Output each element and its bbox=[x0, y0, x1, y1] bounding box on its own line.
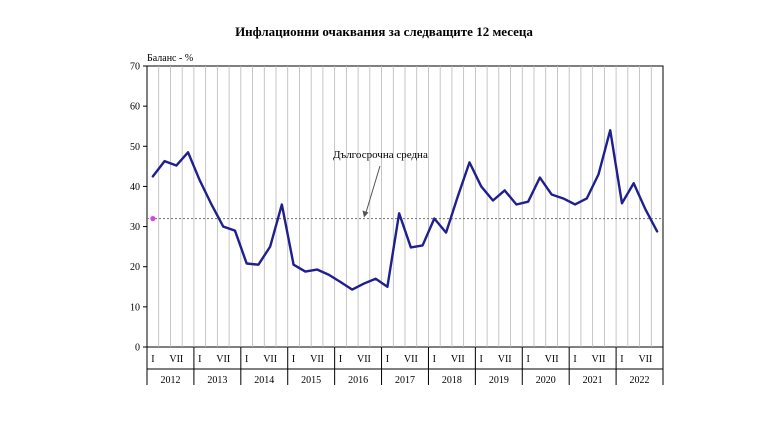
x-tick-label: I bbox=[620, 354, 623, 365]
x-tick-label: VII bbox=[357, 354, 371, 365]
y-tick-label: 0 bbox=[135, 343, 140, 354]
x-tick-label: I bbox=[339, 354, 342, 365]
chart-title: Инфлационни очаквания за следващите 12 м… bbox=[235, 24, 533, 39]
x-tick-label: VII bbox=[169, 354, 183, 365]
y-tick-label: 30 bbox=[130, 222, 140, 233]
x-tick-label: I bbox=[151, 354, 154, 365]
x-year-label: 2022 bbox=[630, 375, 650, 386]
average-marker bbox=[150, 215, 156, 222]
x-tick-label: I bbox=[433, 354, 436, 365]
x-year-label: 2014 bbox=[254, 375, 274, 386]
x-year-label: 2018 bbox=[442, 375, 462, 386]
x-tick-label: I bbox=[480, 354, 483, 365]
y-tick-label: 60 bbox=[130, 102, 140, 113]
x-year-label: 2019 bbox=[489, 375, 509, 386]
series-line bbox=[151, 129, 659, 291]
x-year-label: 2021 bbox=[583, 375, 603, 386]
grid-lines bbox=[158, 66, 652, 347]
y-axis-label: Баланс - % bbox=[147, 53, 193, 64]
y-tick-label: 10 bbox=[130, 302, 140, 313]
x-year-label: 2012 bbox=[160, 375, 180, 386]
y-tick-label: 50 bbox=[130, 142, 140, 153]
x-tick-label: VII bbox=[451, 354, 465, 365]
x-tick-label: I bbox=[245, 354, 248, 365]
x-tick-label: VII bbox=[498, 354, 512, 365]
x-year-label: 2020 bbox=[536, 375, 556, 386]
x-tick-label: VII bbox=[592, 354, 606, 365]
y-axis: 0 10 20 30 40 50 60 70 bbox=[130, 62, 147, 354]
x-tick-label: I bbox=[386, 354, 389, 365]
x-axis: I VII 2012 I VII 2013 I VII 2014 I VII 2015 I VII 2016… bbox=[146, 347, 664, 386]
x-tick-label: I bbox=[573, 354, 576, 365]
x-year-label: 2013 bbox=[207, 375, 227, 386]
x-tick-label: VII bbox=[638, 354, 652, 365]
x-tick-label: I bbox=[526, 354, 529, 365]
annotation-arrow-head bbox=[362, 210, 369, 218]
x-year-label: 2015 bbox=[301, 375, 321, 386]
x-tick-label: VII bbox=[545, 354, 559, 365]
y-tick-label: 20 bbox=[130, 262, 140, 273]
series-group bbox=[150, 129, 659, 291]
x-tick-label: VII bbox=[404, 354, 418, 365]
x-tick-label: I bbox=[198, 354, 201, 365]
x-year-label: 2017 bbox=[395, 375, 415, 386]
reference-line-group: Дългосрочна средна bbox=[147, 149, 663, 220]
x-tick-label: VII bbox=[263, 354, 277, 365]
x-year-label: 2016 bbox=[348, 375, 368, 386]
x-tick-label: VII bbox=[310, 354, 324, 365]
annotation-arrow bbox=[365, 165, 381, 213]
long-term-average-label: Дългосрочна средна bbox=[333, 149, 428, 161]
x-tick-label: I bbox=[292, 354, 295, 365]
x-tick-label: VII bbox=[216, 354, 230, 365]
y-tick-label: 40 bbox=[130, 182, 140, 193]
y-tick-label: 70 bbox=[130, 62, 140, 73]
